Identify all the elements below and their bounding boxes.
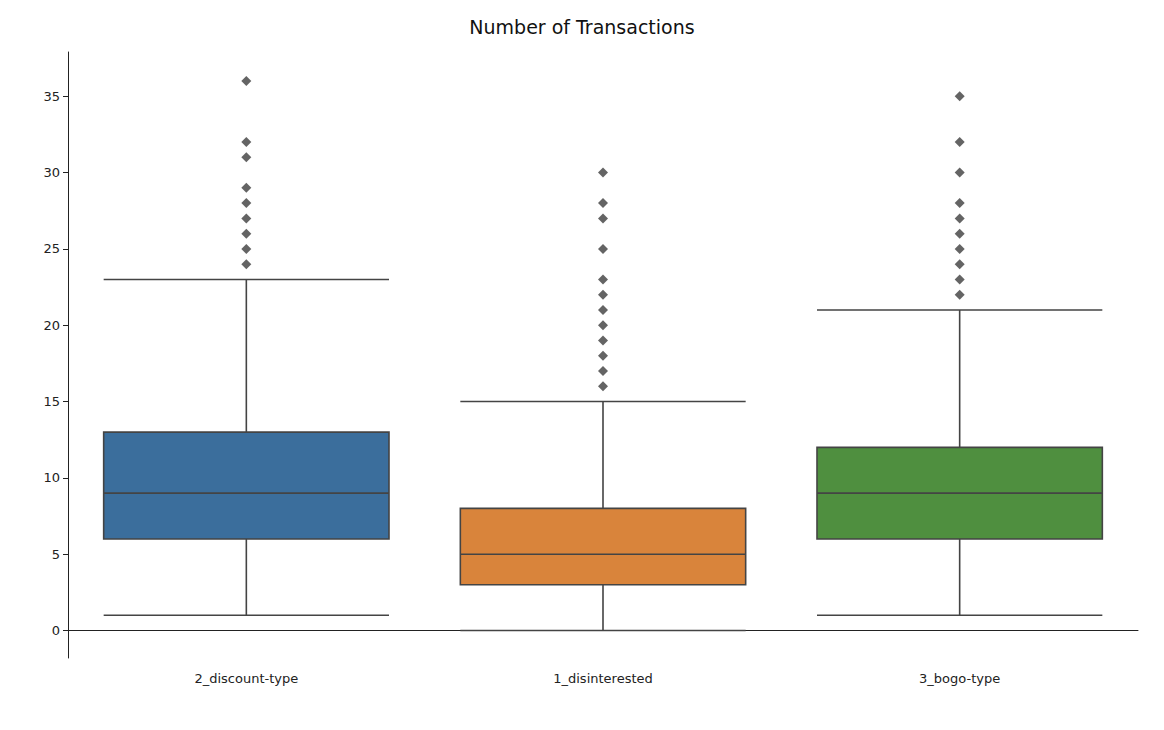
svg-text:Number of Transactions: Number of Transactions [469,16,694,38]
svg-text:5: 5 [52,547,60,562]
svg-text:1_disinterested: 1_disinterested [553,671,653,686]
svg-text:0: 0 [52,623,60,638]
svg-text:25: 25 [43,241,60,256]
svg-text:35: 35 [43,89,60,104]
svg-text:30: 30 [43,165,60,180]
svg-text:10: 10 [43,470,60,485]
svg-text:15: 15 [43,394,60,409]
svg-text:3_bogo-type: 3_bogo-type [919,671,1000,686]
svg-text:2_discount-type: 2_discount-type [194,671,298,686]
svg-text:20: 20 [43,318,60,333]
